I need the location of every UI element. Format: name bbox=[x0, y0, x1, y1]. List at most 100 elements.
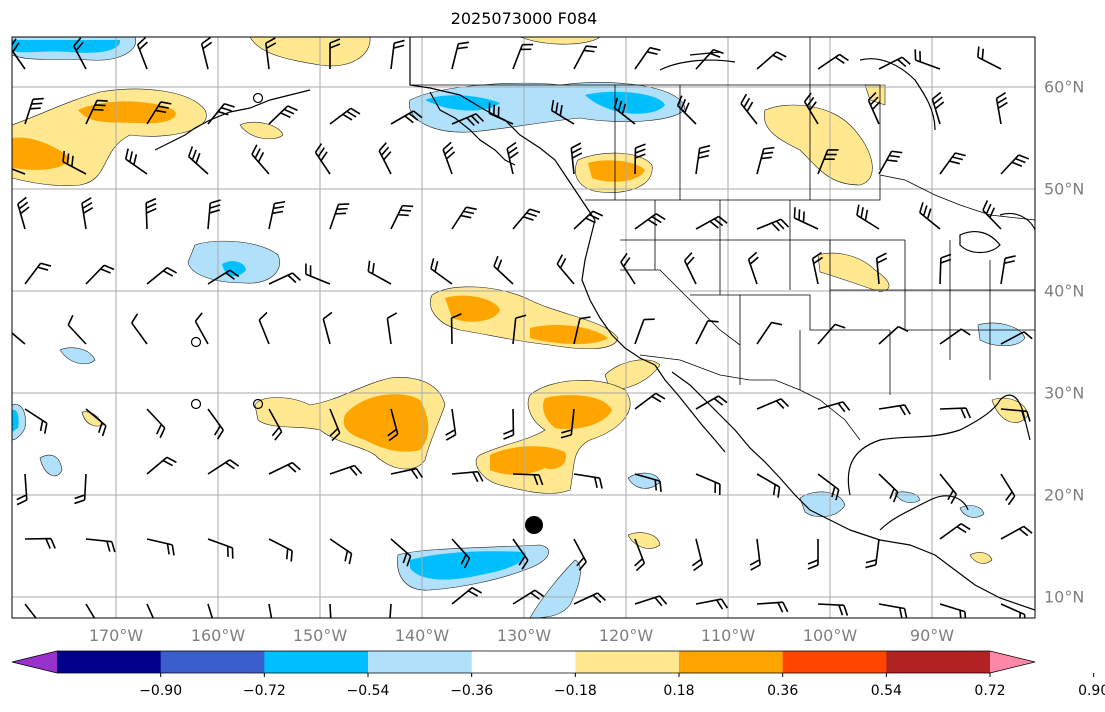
wind-barb bbox=[613, 97, 636, 125]
wind-barb bbox=[16, 473, 28, 506]
wind-barb bbox=[378, 142, 392, 175]
wind-barb bbox=[268, 200, 286, 230]
wind-barb bbox=[1000, 154, 1030, 175]
wind-barb bbox=[919, 202, 941, 230]
wind-barb bbox=[756, 601, 789, 613]
wind-barb bbox=[573, 45, 598, 70]
wind-barb bbox=[268, 272, 301, 285]
wind-barb bbox=[451, 113, 485, 126]
wind-barb bbox=[740, 93, 758, 125]
wind-barbs bbox=[12, 37, 1033, 618]
wind-barb bbox=[85, 99, 108, 125]
negative-anomaly-area bbox=[12, 409, 19, 432]
wind-barb bbox=[378, 603, 392, 618]
wind-barb bbox=[451, 586, 482, 605]
wind-barb bbox=[451, 470, 484, 483]
wind-barb bbox=[756, 398, 790, 410]
wind-barb bbox=[512, 589, 545, 605]
storm-center-marker bbox=[525, 516, 543, 534]
wind-barb bbox=[367, 260, 392, 285]
colorbar-tick-label: 0.36 bbox=[767, 683, 799, 699]
wind-barb bbox=[749, 538, 761, 571]
negative-anomaly-area bbox=[959, 505, 985, 518]
wind-barb bbox=[85, 408, 107, 437]
wind-barb bbox=[634, 473, 662, 492]
wind-barb bbox=[817, 53, 849, 70]
wind-barb bbox=[691, 538, 704, 572]
wind-barb bbox=[451, 538, 471, 569]
wind-barb bbox=[207, 408, 224, 440]
wind-barb bbox=[856, 204, 880, 230]
wind-barb bbox=[695, 473, 721, 495]
wind-barb bbox=[305, 263, 331, 285]
colorbar-tick-label: 0.90 bbox=[1078, 683, 1105, 699]
colorbar-segment bbox=[57, 651, 162, 673]
wind-barb bbox=[865, 538, 880, 569]
colorbar-outline bbox=[11, 650, 1036, 674]
wind-barb bbox=[74, 473, 87, 505]
wind-barb bbox=[939, 253, 952, 285]
wind-barb bbox=[634, 213, 666, 230]
wind-barb bbox=[85, 603, 101, 618]
wind-barb bbox=[695, 598, 729, 610]
colorbar-segment bbox=[782, 651, 887, 673]
latitude-label: 30°N bbox=[1044, 383, 1085, 403]
wind-barb bbox=[512, 208, 541, 230]
wind-barb bbox=[573, 210, 604, 230]
longitude-label: 170°W bbox=[88, 626, 144, 645]
wind-barb bbox=[263, 603, 275, 618]
wind-barb bbox=[512, 43, 534, 70]
wind-barb bbox=[268, 461, 301, 475]
wind-barb bbox=[573, 473, 603, 489]
wind-barb bbox=[982, 200, 1002, 230]
calm-wind-marker bbox=[252, 398, 264, 410]
colorbar-tick-label: −0.72 bbox=[242, 683, 286, 699]
wind-barb bbox=[878, 603, 908, 618]
wind-barb bbox=[450, 313, 462, 345]
wind-barb bbox=[995, 92, 1008, 125]
wind-barb bbox=[146, 266, 177, 285]
wind-barb bbox=[24, 262, 52, 285]
wind-barb bbox=[207, 459, 240, 475]
wind-barb bbox=[939, 152, 966, 175]
latitude-label: 20°N bbox=[1044, 485, 1085, 505]
colorbar-segment bbox=[368, 651, 473, 673]
wind-barb bbox=[488, 102, 514, 125]
wind-barb bbox=[817, 401, 851, 413]
wind-barb bbox=[67, 314, 87, 345]
wind-barb bbox=[12, 316, 26, 345]
wind-barb bbox=[390, 110, 423, 125]
colorbar-segment bbox=[679, 651, 784, 673]
wind-barb bbox=[85, 264, 115, 285]
map-title: 2025073000 F084 bbox=[450, 9, 598, 28]
positive-anomaly-area bbox=[490, 446, 566, 475]
wind-barb bbox=[12, 38, 26, 70]
wind-barb bbox=[81, 197, 94, 230]
wind-barb bbox=[817, 149, 839, 175]
wind-barb bbox=[390, 39, 405, 70]
wind-barb bbox=[1000, 408, 1031, 422]
colorbar-tick-label: −0.90 bbox=[139, 683, 183, 699]
colorbar-tick-label: −0.36 bbox=[450, 683, 494, 699]
wind-barb bbox=[512, 538, 529, 570]
wind-barb bbox=[1000, 331, 1033, 345]
wind-barb bbox=[634, 538, 646, 572]
positive-anomaly-area bbox=[239, 121, 284, 140]
wind-barb bbox=[329, 464, 363, 476]
wind-barb bbox=[570, 142, 583, 175]
wind-barb bbox=[634, 46, 661, 70]
shaded-anomalies bbox=[12, 37, 1029, 618]
latitude-label: 40°N bbox=[1044, 281, 1085, 301]
wind-barb bbox=[914, 49, 941, 70]
wind-barb bbox=[620, 252, 636, 285]
wind-barb bbox=[207, 269, 240, 285]
colorbar-extend-high bbox=[990, 651, 1035, 673]
wind-barb bbox=[187, 146, 209, 175]
wind-barb bbox=[268, 105, 298, 125]
wind-barb bbox=[268, 408, 283, 441]
wind-barb bbox=[146, 101, 172, 125]
wind-barb bbox=[560, 408, 575, 439]
wind-barb bbox=[320, 603, 333, 618]
wind-barb bbox=[131, 313, 148, 345]
positive-anomaly-area bbox=[12, 137, 70, 170]
